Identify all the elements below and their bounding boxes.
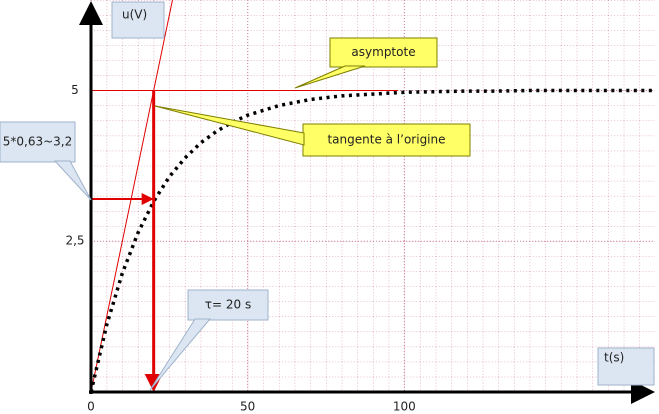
- x-label: t(s): [604, 351, 624, 365]
- asymptote-label: asymptote: [351, 45, 415, 59]
- tangent-box: [302, 123, 471, 157]
- y-label: u(V): [122, 8, 147, 22]
- x-tick-label: 100: [393, 400, 416, 414]
- tau-box: [187, 289, 269, 321]
- tau-label: τ= 20 s: [205, 298, 251, 312]
- y-label-box: [111, 1, 165, 39]
- tau-pointer: [149, 318, 212, 391]
- tangent-label: tangente à l’origine: [327, 133, 445, 147]
- tau-value-pointer: [53, 160, 92, 201]
- x-tick-label: 50: [240, 400, 255, 414]
- tau-value-box: [0, 121, 76, 163]
- x-tick-label: 0: [87, 400, 95, 414]
- tangent-pointer: [154, 105, 305, 146]
- y-tick-label: 5: [71, 83, 79, 97]
- asymptote-pointer: [294, 65, 366, 89]
- tau-value-label: 5*0,63~3,2: [3, 135, 73, 149]
- y-tick-label: 2,5: [65, 234, 84, 248]
- curve: [89, 88, 655, 393]
- tangent-line: [90, 0, 173, 393]
- x-label-box: [597, 347, 655, 386]
- asymptote-box: [329, 37, 438, 68]
